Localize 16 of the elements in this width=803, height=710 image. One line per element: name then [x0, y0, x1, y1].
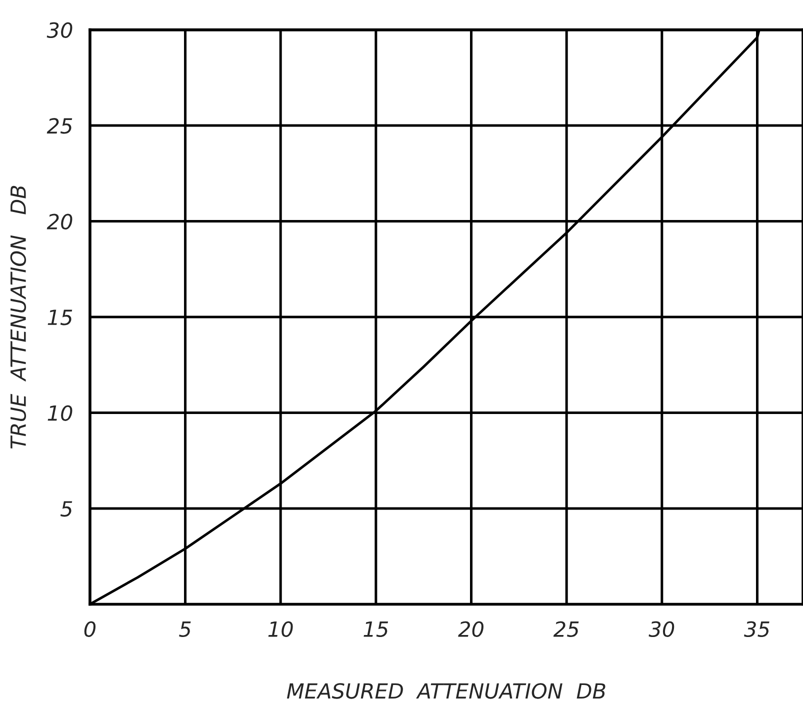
x-tick-label: 15 [364, 622, 388, 638]
y-tick-label: 30 [46, 22, 72, 38]
x-tick-label: 25 [553, 621, 579, 638]
x-tick-label: 5 [179, 622, 191, 638]
y-tick-label: 25 [46, 118, 72, 134]
y-tick-label: 15 [48, 310, 72, 326]
x-axis-title: MEASURED ATTENUATION DB [286, 683, 606, 699]
x-tick-label: 10 [268, 621, 293, 638]
y-tick-label: 20 [46, 214, 72, 230]
x-tick-label: 30 [648, 621, 674, 638]
x-tick-label: 20 [458, 621, 484, 638]
y-tick-label: 10 [48, 405, 72, 421]
x-tick-label: 0 [84, 621, 96, 638]
x-tick-label: 35 [744, 621, 770, 638]
y-tick-label: 5 [60, 501, 72, 517]
y-axis-title: TRUE ATTENUATION DB [10, 186, 26, 449]
